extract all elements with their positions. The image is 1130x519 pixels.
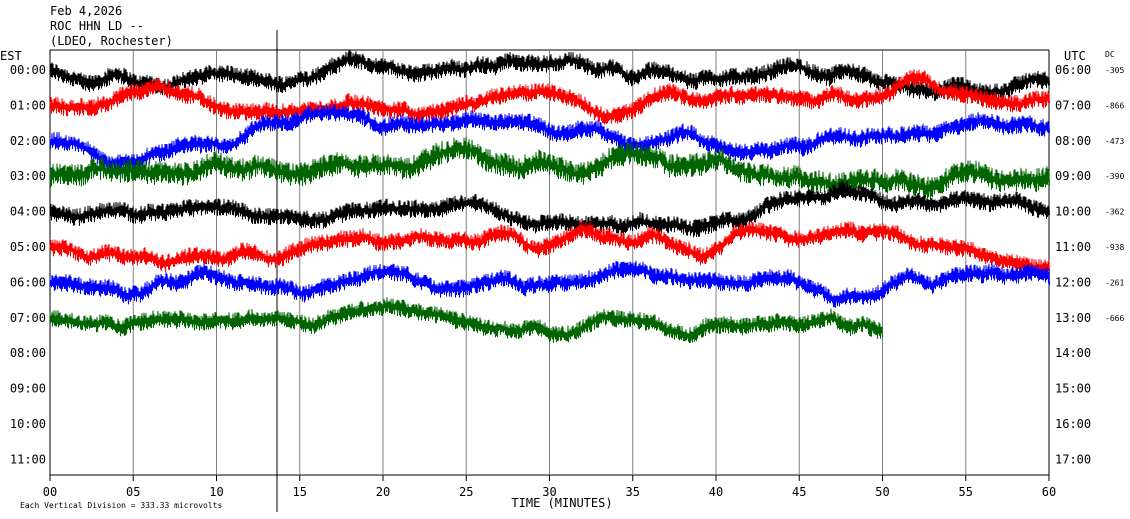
x-tick-label: 15 — [293, 485, 307, 499]
x-tick-label: 10 — [209, 485, 223, 499]
right-axis-label: UTC — [1064, 49, 1086, 63]
left-axis-label: EST — [0, 49, 22, 63]
seismic-trace — [49, 137, 1050, 200]
footer-scale: Each Vertical Division = 333.33 microvol… — [20, 501, 222, 510]
seismic-trace — [49, 104, 1050, 172]
seismic-trace — [49, 49, 1050, 101]
x-tick-label: 55 — [959, 485, 973, 499]
seismic-trace — [49, 180, 1050, 238]
utc-row-label: 08:00 — [1055, 134, 1091, 148]
utc-row-label: 17:00 — [1055, 452, 1091, 466]
utc-row-label: 06:00 — [1055, 63, 1091, 77]
x-tick-label: 60 — [1042, 485, 1056, 499]
x-tick-label: 00 — [43, 485, 57, 499]
utc-row-label: 09:00 — [1055, 169, 1091, 183]
dc-offset-label: -362 — [1105, 208, 1124, 217]
est-row-label: 10:00 — [10, 417, 46, 431]
utc-row-label: 16:00 — [1055, 417, 1091, 431]
header-date: Feb 4,2026 — [50, 4, 123, 18]
utc-row-label: 13:00 — [1055, 311, 1091, 325]
est-row-label: 07:00 — [10, 311, 46, 325]
est-row-label: 05:00 — [10, 240, 46, 254]
x-axis-label: TIME (MINUTES) — [511, 496, 612, 510]
utc-row-label: 15:00 — [1055, 382, 1091, 396]
seismic-trace — [49, 297, 883, 344]
dc-offset-label: -938 — [1105, 243, 1124, 252]
utc-row-label: 14:00 — [1055, 346, 1091, 360]
seismic-trace — [49, 69, 1050, 125]
est-row-label: 02:00 — [10, 134, 46, 148]
est-row-label: 04:00 — [10, 205, 46, 219]
seismic-trace — [49, 260, 1050, 308]
est-row-label: 11:00 — [10, 452, 46, 466]
seismic-trace — [49, 220, 1050, 276]
est-row-label: 08:00 — [10, 346, 46, 360]
dc-offset-label: -473 — [1105, 137, 1124, 146]
x-tick-label: 20 — [376, 485, 390, 499]
est-row-label: 09:00 — [10, 382, 46, 396]
header-station: ROC HHN LD -- — [50, 19, 144, 33]
est-row-label: 03:00 — [10, 169, 46, 183]
utc-row-label: 07:00 — [1055, 98, 1091, 112]
x-tick-label: 35 — [626, 485, 640, 499]
est-row-label: 06:00 — [10, 275, 46, 289]
dc-offset-label: -666 — [1105, 314, 1124, 323]
header-network: (LDEO, Rochester) — [50, 34, 173, 48]
est-row-label: 01:00 — [10, 98, 46, 112]
x-tick-label: 25 — [459, 485, 473, 499]
utc-row-label: 11:00 — [1055, 240, 1091, 254]
x-tick-label: 05 — [126, 485, 140, 499]
dc-label: DC — [1105, 50, 1115, 59]
utc-row-label: 10:00 — [1055, 205, 1091, 219]
est-row-label: 00:00 — [10, 63, 46, 77]
utc-row-label: 12:00 — [1055, 275, 1091, 289]
dc-offset-label: -390 — [1105, 172, 1124, 181]
dc-offset-label: -866 — [1105, 101, 1124, 110]
x-tick-label: 50 — [875, 485, 889, 499]
x-tick-label: 45 — [792, 485, 806, 499]
dc-offset-label: -261 — [1105, 278, 1124, 287]
x-tick-label: 40 — [709, 485, 723, 499]
dc-offset-label: -305 — [1105, 66, 1124, 75]
x-tick-label: 30 — [542, 485, 556, 499]
